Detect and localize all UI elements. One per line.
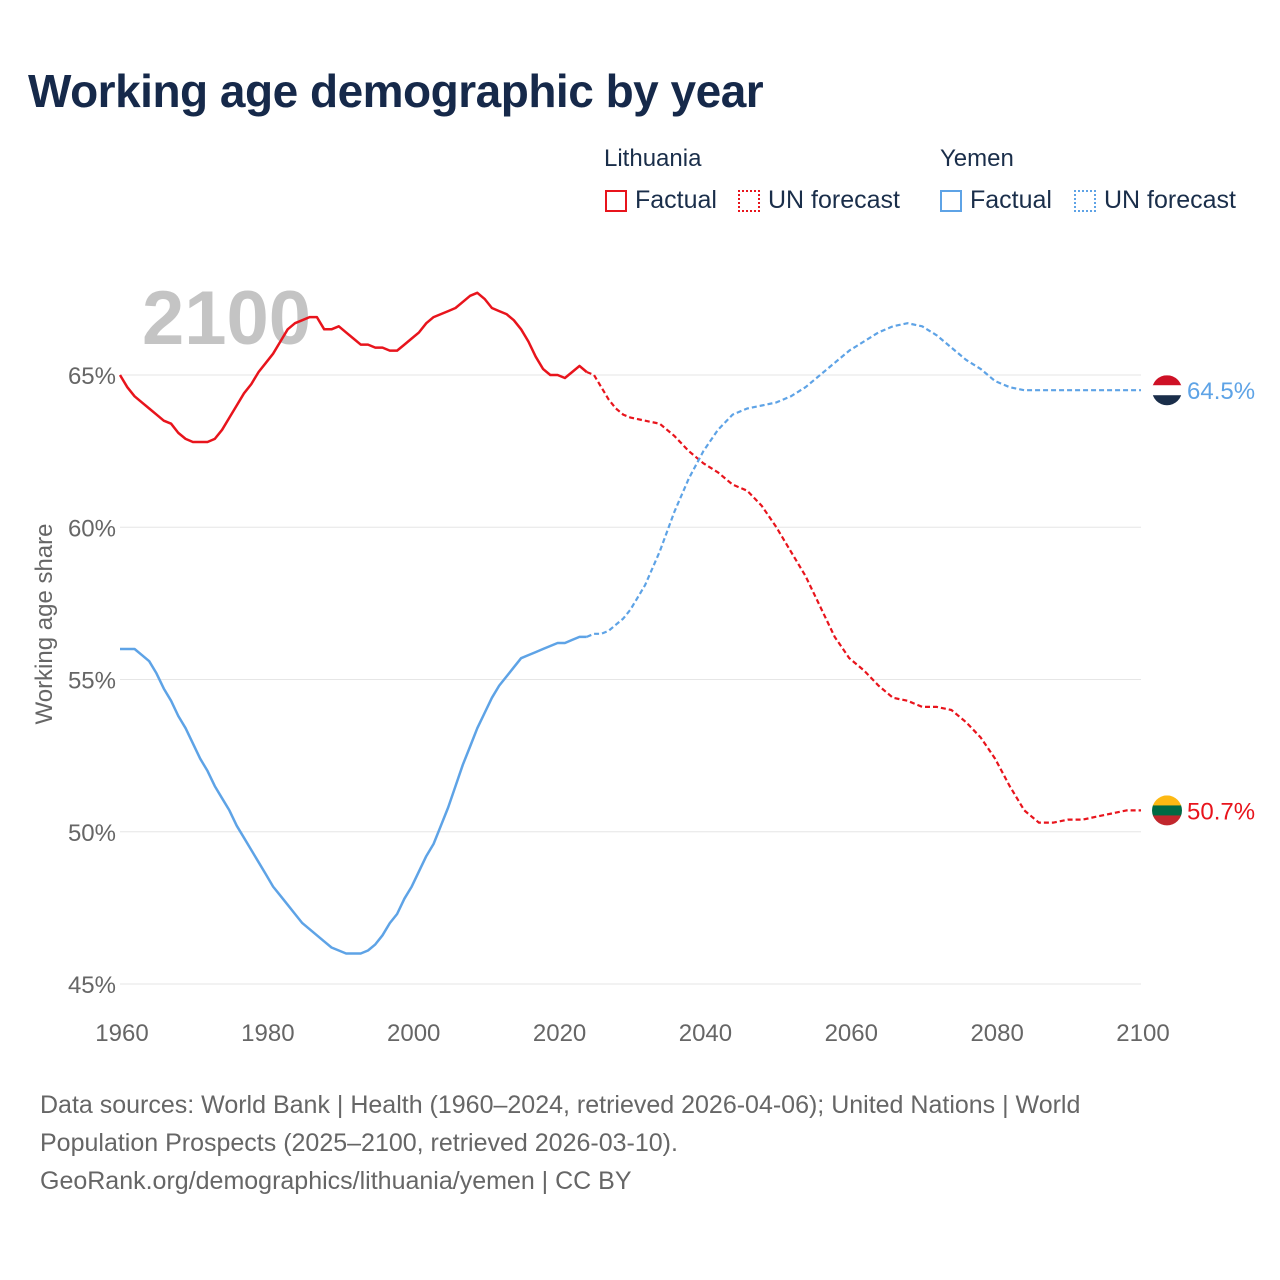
x-tick-label: 2060 xyxy=(825,1020,878,1047)
yemen-forecast-line xyxy=(586,322,1141,638)
legend-lithuania-forecast[interactable]: UN forecast xyxy=(738,186,900,215)
legend-group-yemen: Yemen xyxy=(940,145,1014,172)
yemen-flag-icon xyxy=(1152,375,1182,386)
legend-swatch-dotted xyxy=(1074,189,1096,212)
lithuania-flag-icon xyxy=(1152,805,1182,816)
legend-label: UN forecast xyxy=(1104,186,1236,214)
footer-link[interactable]: GeoRank.org/demographics/lithuania/yemen… xyxy=(40,1167,632,1195)
lithuania-forecast-line xyxy=(586,370,1141,824)
yemen-flag-icon xyxy=(1152,395,1182,406)
legend-yemen-factual[interactable]: Factual xyxy=(940,186,1052,215)
yemen-factual-line xyxy=(120,635,587,955)
legend-yemen-forecast[interactable]: UN forecast xyxy=(1074,186,1236,215)
x-tick-label: 2000 xyxy=(387,1020,440,1047)
chart-title: Working age demographic by year xyxy=(28,65,764,117)
year-watermark: 2100 xyxy=(142,276,311,361)
x-tick-label: 1960 xyxy=(95,1020,148,1047)
legend-label: Factual xyxy=(635,186,717,214)
footer-line: Data sources: World Bank | Health (1960–… xyxy=(40,1091,1081,1119)
legend-lithuania-factual[interactable]: Factual xyxy=(605,186,717,215)
legend-swatch-solid xyxy=(940,189,962,212)
x-tick-label: 2040 xyxy=(679,1020,732,1047)
x-tick-label: 1980 xyxy=(241,1020,294,1047)
yemen-end-value-label: 64.5% xyxy=(1187,378,1255,405)
y-tick-label: 50% xyxy=(68,820,116,847)
lithuania-factual-line xyxy=(118,291,588,444)
yemen-flag-icon xyxy=(1152,385,1182,396)
y-tick-label: 65% xyxy=(68,363,116,390)
legend-label: UN forecast xyxy=(768,186,900,214)
y-tick-label: 55% xyxy=(68,668,116,695)
y-axis-label: Working age share xyxy=(31,524,58,725)
legend-swatch-dotted xyxy=(738,189,760,212)
footer-sources: Data sources: World Bank | Health (1960–… xyxy=(40,1086,1160,1200)
x-tick-label: 2020 xyxy=(533,1020,586,1047)
legend-group-lithuania: Lithuania xyxy=(604,145,702,172)
y-tick-label: 45% xyxy=(68,972,116,999)
x-tick-label: 2080 xyxy=(970,1020,1023,1047)
lithuania-end-value-label: 50.7% xyxy=(1187,798,1255,825)
x-tick-label: 2100 xyxy=(1116,1020,1169,1047)
legend-swatch-solid xyxy=(605,189,627,212)
lithuania-flag-icon xyxy=(1152,815,1182,826)
lithuania-flag-icon xyxy=(1152,795,1182,806)
legend-label: Factual xyxy=(970,186,1052,214)
footer-line: Population Prospects (2025–2100, retriev… xyxy=(40,1129,678,1157)
y-tick-label: 60% xyxy=(68,515,116,542)
